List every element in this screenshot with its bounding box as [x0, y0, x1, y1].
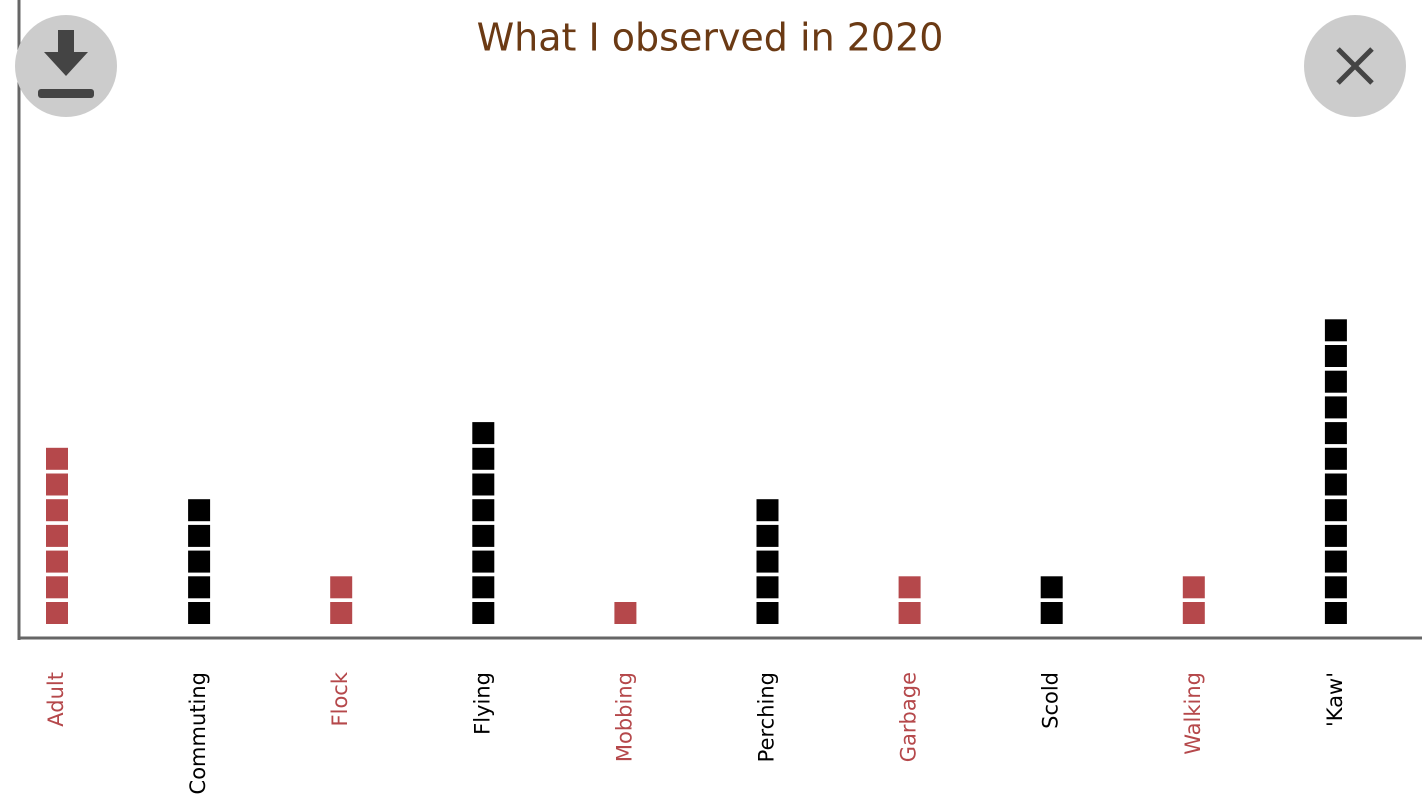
icon-square — [756, 499, 779, 522]
icon-square — [1182, 602, 1205, 624]
icon-square — [1324, 473, 1347, 496]
icon-square — [1324, 576, 1347, 599]
icon-square — [756, 524, 779, 547]
icon-square — [756, 602, 779, 624]
icon-square — [1324, 319, 1347, 342]
category-label: Commuting — [186, 672, 210, 794]
icon-square — [472, 524, 495, 547]
icon-square — [472, 447, 495, 470]
icon-square — [46, 602, 68, 624]
icon-square — [188, 524, 211, 547]
icon-square — [1324, 447, 1347, 470]
icon-square — [898, 602, 921, 624]
pictograph-bar — [330, 576, 353, 624]
icon-square — [614, 602, 637, 624]
category-label: Adult — [44, 672, 68, 727]
icon-square — [46, 576, 68, 599]
pictograph-bar — [472, 422, 495, 624]
icon-square — [1324, 499, 1347, 522]
icon-square — [188, 499, 211, 522]
icon-square — [472, 422, 495, 445]
icon-square — [1324, 396, 1347, 419]
pictograph-bar — [1040, 576, 1063, 624]
category-label: Perching — [755, 672, 779, 762]
icon-square — [898, 576, 921, 599]
icon-square — [1324, 524, 1347, 547]
pictograph-bar — [614, 602, 637, 624]
category-label: Flying — [470, 672, 494, 735]
icon-square — [1040, 576, 1063, 599]
icon-square — [1324, 422, 1347, 445]
icon-square — [1324, 550, 1347, 573]
icon-square — [1324, 370, 1347, 393]
download-button[interactable] — [15, 15, 117, 117]
category-label: Walking — [1181, 672, 1205, 755]
icon-square — [46, 473, 68, 496]
pictograph-bar — [1182, 576, 1205, 624]
icon-square — [472, 499, 495, 522]
icon-square — [188, 602, 211, 624]
icon-square — [472, 550, 495, 573]
icon-square — [756, 550, 779, 573]
icon-square — [756, 576, 779, 599]
category-label: Garbage — [897, 672, 921, 762]
category-label: Mobbing — [612, 672, 636, 762]
icon-square — [46, 550, 68, 573]
pictograph-bar — [1324, 319, 1347, 624]
icon-square — [472, 602, 495, 624]
icon-square — [472, 473, 495, 496]
category-label: Flock — [328, 671, 352, 726]
icon-square — [330, 602, 353, 624]
pictograph-bar — [898, 576, 921, 624]
icon-square — [188, 576, 211, 599]
icon-square — [1182, 576, 1205, 599]
pictograph-bar — [188, 499, 211, 624]
icon-square — [1324, 345, 1347, 367]
close-button[interactable] — [1304, 15, 1406, 117]
icon-square — [46, 447, 68, 470]
category-label: Scold — [1039, 672, 1063, 729]
icon-square — [188, 550, 211, 573]
icon-square — [472, 576, 495, 599]
icon-square — [1324, 602, 1347, 624]
icon-square — [1040, 602, 1063, 624]
chart-title: What I observed in 2020 — [477, 16, 944, 60]
pictograph-bar — [756, 499, 779, 624]
icon-square — [46, 499, 68, 522]
icon-square — [46, 524, 68, 547]
category-label: 'Kaw' — [1323, 672, 1347, 727]
icon-square — [330, 576, 353, 599]
pictograph-bar — [46, 447, 68, 624]
